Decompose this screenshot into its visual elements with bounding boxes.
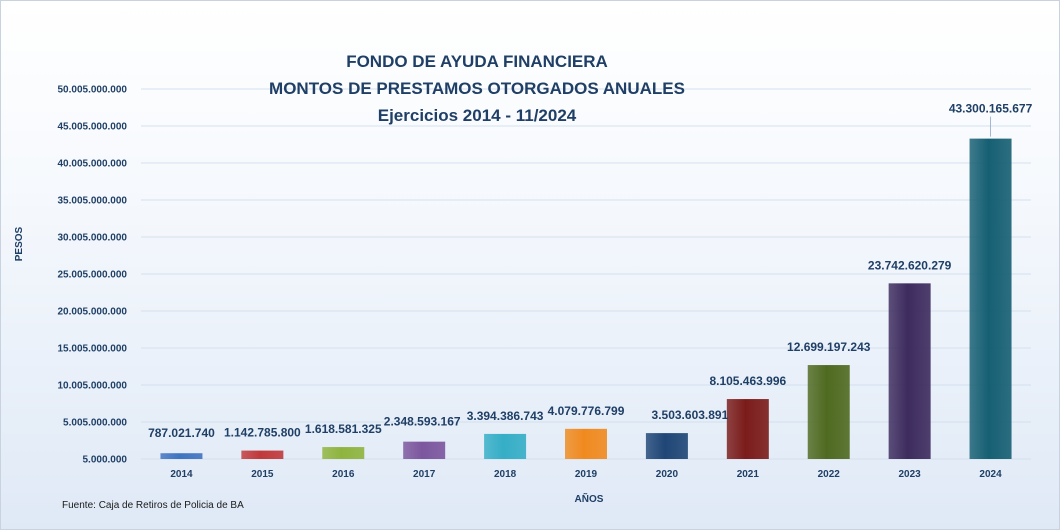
bar-2024 [969,138,1012,459]
y-tick-label: 50.005.000.000 [57,85,127,96]
x-tick-label: 2018 [494,469,517,480]
gridlines [141,88,1031,460]
data-label-2019: 4.079.776.799 [548,404,625,418]
y-tick-label: 20.005.000.000 [57,307,127,318]
y-tick-label: 30.005.000.000 [57,233,127,244]
data-label-2020: 3.503.603.891 [652,408,729,422]
data-label-2016: 1.618.581.325 [305,422,382,436]
bar-2023 [888,283,931,459]
bar-2020 [645,433,688,459]
y-tick-label: 45.005.000.000 [57,122,127,133]
y-tick-label: 5.005.000.000 [63,418,127,429]
y-tick-label: 40.005.000.000 [57,159,127,170]
data-label-2022: 12.699.197.243 [787,340,871,354]
data-label-2018: 3.394.386.743 [467,409,544,423]
x-tick-label: 2024 [979,469,1002,480]
x-tick-label: 2022 [818,469,841,480]
source-note: Fuente: Caja de Retiros de Policia de BA [62,500,244,511]
chart-title-line-2: MONTOS DE PRESTAMOS OTORGADOS ANUALES [269,79,685,98]
x-tick-label: 2015 [251,469,274,480]
bar-2022 [807,365,850,459]
y-tick-label: 5.000.000 [83,455,128,466]
data-label-2015: 1.142.785.800 [224,426,301,440]
bars [160,138,1012,459]
x-tick-label: 2023 [899,469,922,480]
x-tick-label: 2019 [575,469,598,480]
y-axis-label: PESOS [14,226,25,261]
data-label-2024: 43.300.165.677 [949,102,1033,116]
data-label-2014: 787.021.740 [148,426,215,440]
bar-2016 [322,447,365,459]
x-tick-label: 2021 [737,469,760,480]
y-tick-label: 25.005.000.000 [57,270,127,281]
y-tick-label: 35.005.000.000 [57,196,127,207]
chart-title-line-1: FONDO DE AYUDA FINANCIERA [346,52,608,71]
data-labels: 787.021.740 1.142.785.800 1.618.581.3252.3… [148,102,1032,441]
x-axis-ticks: 2014 2015 2016 2017 2018 2019 2020 2021 2022 2023… [170,469,1002,480]
x-tick-label: 2017 [413,469,436,480]
x-tick-label: 2020 [656,469,679,480]
x-tick-label: 2014 [170,469,193,480]
chart-title-line-3: Ejercicios 2014 - 11/2024 [378,106,577,125]
x-axis-label: AÑOS [575,492,604,505]
bar-2018 [484,433,527,459]
bar-2019 [565,428,607,459]
y-tick-label: 10.005.000.000 [57,381,127,392]
data-label-2017: 2.348.593.167 [384,415,461,429]
bar-2014 [160,453,203,459]
bar-2015 [241,450,284,459]
data-label-2023: 23.742.620.279 [868,258,952,272]
bar-2021 [726,399,769,459]
y-axis-ticks: 5.000.000 5.005.000.000 10.005.000.000 15.0… [57,85,127,466]
x-tick-label: 2016 [332,469,355,480]
data-label-2021: 8.105.463.996 [709,374,786,388]
bar-2017 [403,441,446,459]
y-tick-label: 15.005.000.000 [57,344,127,355]
